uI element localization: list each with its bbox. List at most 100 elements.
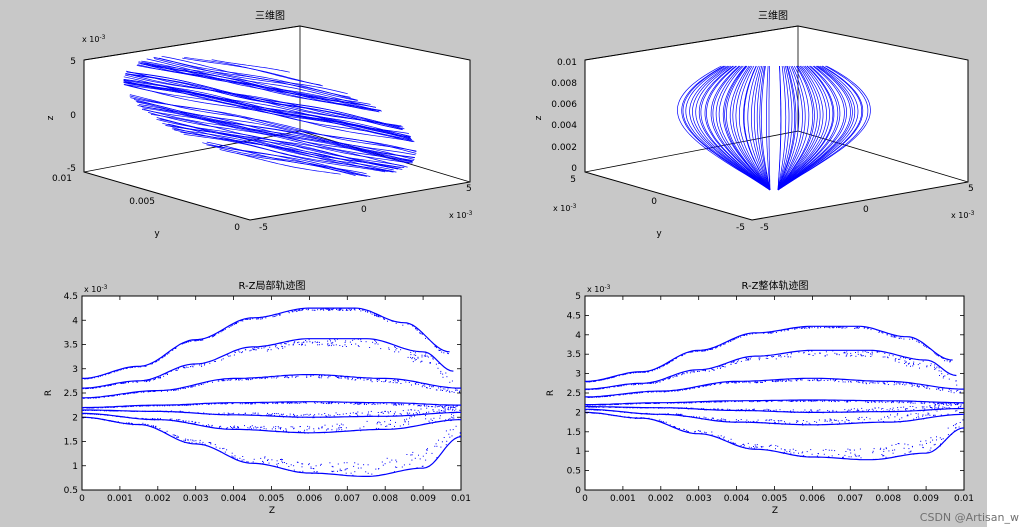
plot3-point xyxy=(199,339,201,341)
plot4-point xyxy=(725,420,727,422)
plot3-point xyxy=(409,415,411,417)
plot3-point xyxy=(414,352,416,354)
plot3-point xyxy=(329,462,331,464)
plot4-point xyxy=(940,414,942,416)
plot4-point xyxy=(836,379,838,380)
plot3-series-3-line xyxy=(82,401,461,409)
plot4-point xyxy=(866,328,868,330)
plot4-point xyxy=(846,351,848,353)
plot3-point xyxy=(257,426,259,428)
plot4-point xyxy=(627,403,628,405)
plot3-point xyxy=(287,341,289,343)
plot3-point xyxy=(331,465,333,467)
plot3-point xyxy=(183,439,185,441)
plot4-point xyxy=(949,407,951,409)
plot3-point xyxy=(109,372,111,374)
plot4-point xyxy=(647,383,649,384)
plot4-point xyxy=(614,406,616,408)
plot3-point xyxy=(438,349,440,351)
plot3-point xyxy=(279,314,280,316)
plot3-point xyxy=(141,423,143,425)
plot2-ylabel: y xyxy=(656,229,662,239)
plot4-point xyxy=(895,358,897,359)
plot4-point xyxy=(930,447,932,449)
plot3-point xyxy=(384,380,386,382)
plot3-point xyxy=(350,415,352,417)
plot3-point xyxy=(356,377,358,379)
plot3-point xyxy=(407,414,409,416)
plot3-point xyxy=(175,389,177,391)
plot4-point xyxy=(788,329,789,331)
plot4-point xyxy=(897,407,899,409)
plot4-point xyxy=(857,351,859,353)
plot3-point xyxy=(422,333,423,335)
plot3-point xyxy=(202,441,204,443)
plot3-point xyxy=(288,312,290,314)
plot3-point xyxy=(366,379,368,381)
plot3-point xyxy=(267,348,269,350)
plot4-point xyxy=(801,411,803,413)
plot3-point xyxy=(403,424,404,426)
plot4-point xyxy=(767,358,769,359)
plot3-point xyxy=(188,441,190,443)
plot3-point xyxy=(363,404,365,405)
plot3-point xyxy=(173,411,175,413)
plot3-point xyxy=(288,344,290,346)
plot4-point xyxy=(856,327,858,329)
plot3-point xyxy=(174,419,176,421)
plot3-point xyxy=(127,406,129,408)
plot3-point xyxy=(101,375,103,377)
plot3-point xyxy=(209,362,211,364)
plot3-point xyxy=(120,416,122,418)
plot3-point xyxy=(295,310,297,312)
plot3-point xyxy=(438,387,440,389)
plot3-point xyxy=(277,403,279,405)
plot3-point xyxy=(114,421,116,423)
plot4-point xyxy=(816,380,818,382)
plot3-point xyxy=(447,408,449,410)
plot3-point xyxy=(130,410,132,412)
plot3-point xyxy=(316,342,318,343)
plot3-point xyxy=(89,397,91,399)
plot4-point xyxy=(774,421,776,423)
plot4-point xyxy=(696,416,697,418)
plot4-point xyxy=(665,414,667,416)
plot3-point xyxy=(145,418,147,420)
plot3-point xyxy=(210,427,212,428)
plot3-point xyxy=(384,421,386,423)
plot3-point xyxy=(285,428,287,430)
plot3-point xyxy=(411,358,413,360)
plot3-point xyxy=(218,412,220,414)
plot4-point xyxy=(915,413,917,414)
plot3-point xyxy=(286,375,288,377)
plot3-point xyxy=(235,323,237,324)
plot3-point xyxy=(421,356,423,358)
plot3-point xyxy=(345,346,347,347)
plot4-point xyxy=(630,417,631,419)
plot4-point xyxy=(774,423,776,425)
plot3-point xyxy=(283,430,284,432)
plot4-point xyxy=(624,416,626,418)
plot3-point xyxy=(367,413,369,415)
plot4-point xyxy=(818,419,820,421)
plot4-point xyxy=(849,400,851,402)
plot3-point xyxy=(82,388,84,390)
plot4-point xyxy=(676,413,678,415)
plot3-point xyxy=(432,406,434,408)
plot4-point xyxy=(892,407,894,409)
plot4-point xyxy=(702,350,704,352)
plot3-point xyxy=(374,343,376,345)
plot3-point xyxy=(157,377,159,379)
plot4-point xyxy=(921,406,923,408)
plot4-point xyxy=(744,381,745,383)
plot4-point xyxy=(891,334,893,336)
plot3-point xyxy=(370,312,372,314)
plot4-point xyxy=(923,418,925,420)
plot3-point xyxy=(98,397,100,399)
plot3-point xyxy=(387,415,389,417)
plot3-point xyxy=(327,377,329,379)
plot3-point xyxy=(404,421,406,423)
plot3-point xyxy=(391,403,393,405)
plot4-point xyxy=(736,362,737,364)
